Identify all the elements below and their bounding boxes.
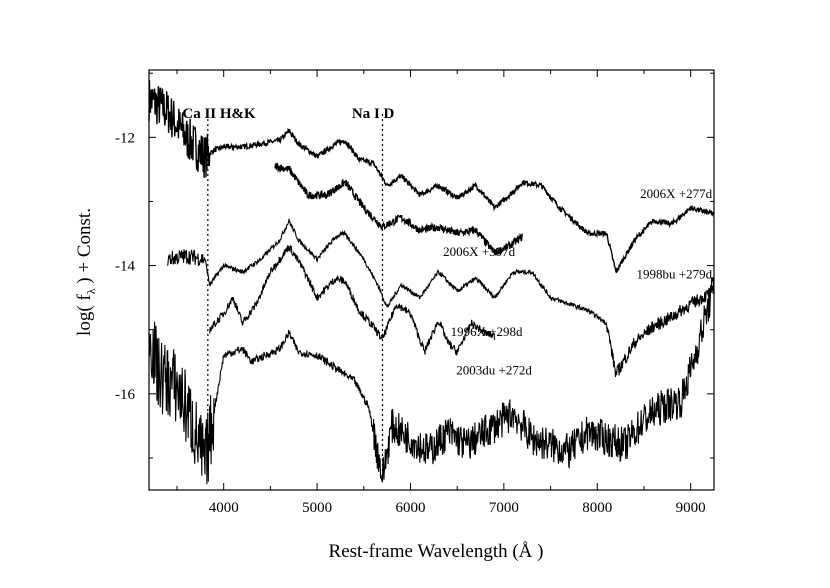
series-line-2003du-272d xyxy=(148,276,715,485)
axis-ticks: 4000 5000 6000 7000 8000 9000 -12 -14 -16 xyxy=(115,70,714,516)
series-line-1998bu-279d xyxy=(167,218,715,378)
x-tick-label: 7000 xyxy=(489,500,519,516)
series-label-1998bu-279d: 1998bu +279d xyxy=(637,266,713,281)
series-group xyxy=(148,80,715,485)
x-tick-label: 8000 xyxy=(582,500,612,516)
series-labels: 2006X +277d 2006X +307d 1998bu +279d 1996X … xyxy=(443,186,713,377)
x-axis-title: Rest-frame Wavelength (Å ) xyxy=(329,541,544,562)
x-tick-label: 9000 xyxy=(676,500,706,516)
series-label-2006x-307d: 2006X +307d xyxy=(443,244,515,259)
series-line-1996x-298d xyxy=(209,245,496,356)
series-label-2006x-277d: 2006X +277d xyxy=(640,186,712,201)
marker-label-na-i-d: Na I D xyxy=(352,106,395,122)
marker-label-ca-ii-h-k: Ca II H&K xyxy=(182,106,256,122)
series-line-2006x-277d xyxy=(148,80,715,274)
series-label-1996x-298d: 1996X +298d xyxy=(451,324,523,339)
y-tick-label: -12 xyxy=(115,130,135,146)
y-tick-label: -16 xyxy=(115,387,135,403)
x-tick-label: 4000 xyxy=(209,500,239,516)
y-axis-title: log( fλ ) + Const. xyxy=(74,208,98,336)
y-tick-label: -14 xyxy=(115,259,135,275)
series-label-2003du-272d: 2003du +272d xyxy=(456,363,532,378)
series-line-2006x-307d xyxy=(274,162,524,256)
x-tick-label: 6000 xyxy=(395,500,425,516)
x-tick-label: 5000 xyxy=(302,500,332,516)
